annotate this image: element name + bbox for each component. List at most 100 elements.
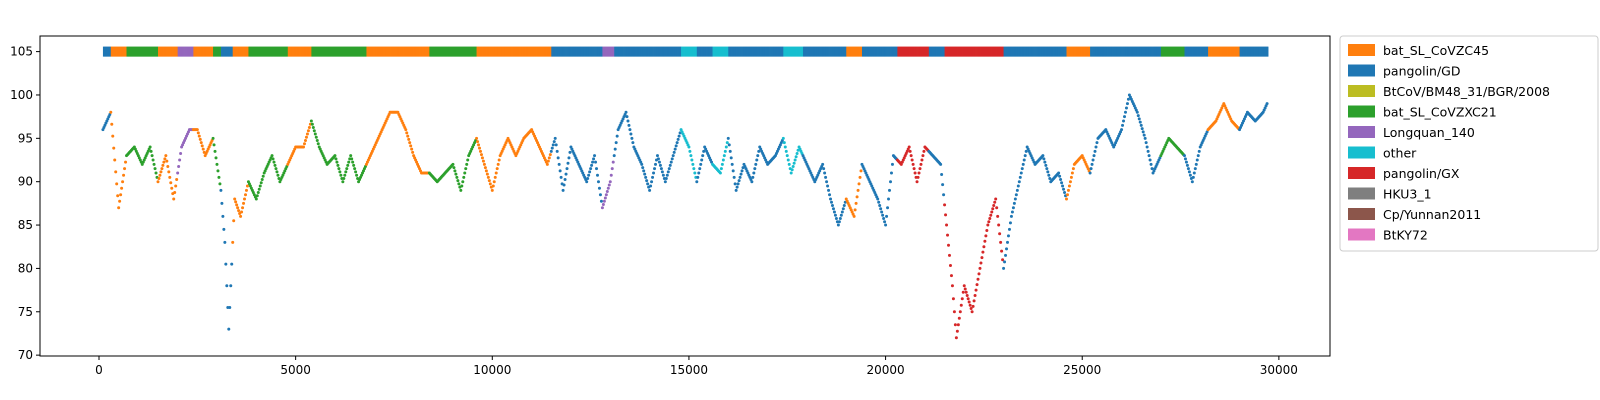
annotation-bar-stripe xyxy=(659,46,661,57)
annotation-bar-stripe xyxy=(392,46,395,57)
annotation-bar-stripe xyxy=(1051,46,1054,57)
annotation-bar-stripe xyxy=(1076,46,1078,57)
data-point xyxy=(985,228,989,232)
annotation-bar-stripe xyxy=(431,46,433,57)
data-point xyxy=(790,168,794,172)
data-point xyxy=(695,180,699,184)
annotation-bar-stripe xyxy=(906,46,908,57)
annotation-bar-stripe xyxy=(740,46,742,57)
annotation-bar-stripe xyxy=(1233,46,1236,57)
data-point xyxy=(244,193,247,197)
data-point xyxy=(599,199,603,203)
data-point xyxy=(628,128,632,132)
data-point xyxy=(641,166,645,170)
annotation-bar-stripe xyxy=(1050,46,1053,57)
annotation-bar-stripe xyxy=(484,46,486,57)
annotation-bar-stripe xyxy=(186,46,188,57)
annotation-bar-stripe xyxy=(1227,46,1230,57)
annotation-bar-stripe xyxy=(512,46,515,57)
data-point xyxy=(972,299,976,303)
data-point xyxy=(567,156,571,160)
annotation-bar-stripe xyxy=(351,46,354,57)
annotation-bar-stripe xyxy=(277,46,280,57)
data-point xyxy=(668,163,672,167)
data-point xyxy=(966,297,970,301)
annotation-bar-stripe xyxy=(485,46,487,57)
data-point xyxy=(1094,145,1098,149)
annotation-bar-stripe xyxy=(335,46,338,57)
data-point xyxy=(1182,154,1186,158)
annotation-bar-stripe xyxy=(750,46,753,57)
data-point xyxy=(551,143,555,147)
data-point xyxy=(645,179,649,183)
annotation-bar-stripe xyxy=(509,46,512,57)
annotation-bar-stripe xyxy=(720,46,722,57)
data-point xyxy=(244,188,248,192)
annotation-bar-stripe xyxy=(1067,46,1069,57)
annotation-bar-stripe xyxy=(1081,46,1083,57)
annotation-bar-stripe xyxy=(942,46,945,57)
annotation-bar-stripe xyxy=(119,46,122,57)
annotation-bar-stripe xyxy=(544,46,546,57)
annotation-bar-stripe xyxy=(737,46,739,57)
annotation-bar-stripe xyxy=(218,46,221,57)
legend-label: bat_SL_CoVZXC21 xyxy=(1383,105,1497,120)
annotation-bar-stripe xyxy=(370,46,372,57)
annotation-bar-stripe xyxy=(971,46,973,57)
data-point xyxy=(591,160,595,164)
data-point xyxy=(649,184,653,188)
annotation-bar-stripe xyxy=(823,46,826,57)
annotation-bar-stripe xyxy=(1161,46,1164,57)
annotation-bar-stripe xyxy=(206,46,208,57)
data-point xyxy=(601,202,605,206)
data-point xyxy=(911,162,915,166)
data-point xyxy=(661,173,665,177)
annotation-bar-stripe xyxy=(172,46,175,57)
data-point xyxy=(463,171,467,175)
annotation-bar-stripe xyxy=(901,46,903,57)
annotation-bar-stripe xyxy=(507,46,509,57)
data-point xyxy=(830,204,834,208)
data-point xyxy=(148,145,152,149)
annotation-bar-stripe xyxy=(1134,46,1136,57)
annotation-bar-stripe xyxy=(1074,46,1076,57)
annotation-bar-stripe xyxy=(793,46,795,57)
data-point xyxy=(791,165,795,169)
data-point xyxy=(627,123,631,127)
data-point xyxy=(734,188,738,192)
annotation-bar-stripe xyxy=(785,46,787,57)
annotation-bar-stripe xyxy=(420,46,422,57)
data-point xyxy=(556,156,560,160)
annotation-bar-stripe xyxy=(345,46,348,57)
data-point xyxy=(1197,149,1201,153)
annotation-bar-stripe xyxy=(624,46,626,57)
annotation-bar-stripe xyxy=(1243,46,1245,57)
annotation-bar-stripe xyxy=(1178,46,1180,57)
annotation-bar-stripe xyxy=(1030,46,1032,57)
annotation-bar-stripe xyxy=(419,46,421,57)
data-point xyxy=(691,162,695,166)
annotation-bar-stripe xyxy=(465,46,468,57)
data-point xyxy=(222,227,226,231)
annotation-bar-stripe xyxy=(1098,46,1101,57)
annotation-bar-stripe xyxy=(676,46,678,57)
annotation-bar-stripe xyxy=(707,46,710,57)
annotation-bar-stripe xyxy=(1103,46,1106,57)
annotation-bar-stripe xyxy=(639,46,642,57)
data-point xyxy=(342,176,346,180)
annotation-bar-stripe xyxy=(1115,46,1118,57)
annotation-bar-stripe xyxy=(490,46,492,57)
data-point xyxy=(160,167,164,171)
annotation-bar-stripe xyxy=(493,46,495,57)
annotation-bar-stripe xyxy=(502,46,504,57)
data-point xyxy=(497,158,501,162)
annotation-bar-stripe xyxy=(609,46,611,57)
annotation-bar-stripe xyxy=(772,46,774,57)
annotation-bar-stripe xyxy=(985,46,988,57)
annotation-bar-stripe xyxy=(264,46,266,57)
data-point xyxy=(1059,178,1063,182)
annotation-bar-stripe xyxy=(999,46,1002,57)
data-point xyxy=(485,172,489,176)
data-point xyxy=(355,173,359,177)
annotation-bar-stripe xyxy=(1162,46,1165,57)
